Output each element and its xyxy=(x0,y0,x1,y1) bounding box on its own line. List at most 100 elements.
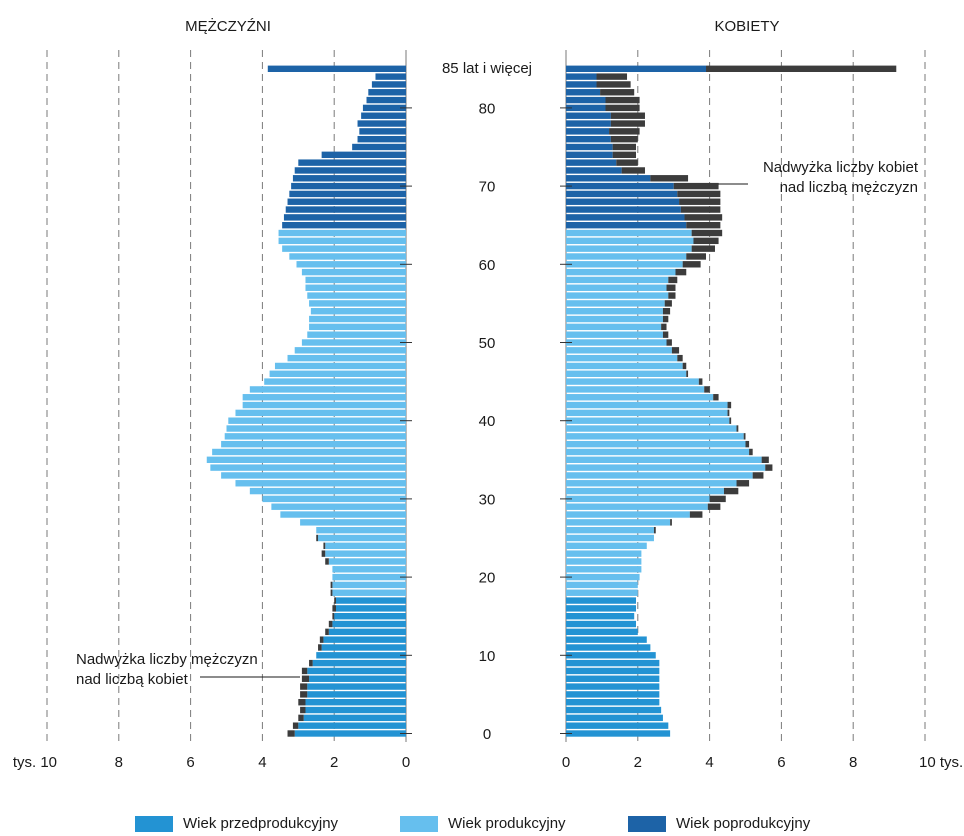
male-bar-age-7 xyxy=(309,675,406,682)
male-bar-age-69 xyxy=(289,190,406,198)
female-bar-age-6 xyxy=(566,683,660,690)
male-bar-age-15 xyxy=(334,613,406,620)
female-bar-age-82 xyxy=(566,89,601,96)
female-bar-age-57 xyxy=(566,284,667,291)
male-surplus-bar-age-18 xyxy=(330,589,333,596)
female-bar-age-35 xyxy=(566,456,762,463)
male-surplus-bar-age-13 xyxy=(325,628,329,636)
female-surplus-bar-age-37 xyxy=(745,440,750,448)
male-bar-age-65 xyxy=(282,222,406,229)
female-surplus-bar-age-72 xyxy=(621,167,645,174)
female-bar-age-39 xyxy=(566,425,737,432)
female-bar-age-23 xyxy=(566,550,642,557)
male-bar-age-71 xyxy=(292,175,406,182)
male-surplus-bar-age-17 xyxy=(334,597,336,604)
female-surplus-bar-age-28 xyxy=(689,511,703,518)
female-bar-age-84 xyxy=(566,73,597,80)
legend-label-postproductive: Wiek poprodukcyjny xyxy=(676,815,811,832)
female-surplus-bar-age-43 xyxy=(713,394,719,401)
female-bar-age-14 xyxy=(566,620,637,628)
female-bar-age-47 xyxy=(566,362,683,370)
male-bar-age-80 xyxy=(362,104,406,112)
male-bar-age-47 xyxy=(274,362,406,370)
female-bar-age-77 xyxy=(566,128,610,135)
male-bar-age-68 xyxy=(287,198,406,205)
male-bar-age-55 xyxy=(309,300,406,307)
male-bar-age-6 xyxy=(307,683,406,690)
x-tick-right-1: 2 xyxy=(634,754,642,771)
female-surplus-bar-age-32 xyxy=(736,480,750,487)
female-bar-age-49 xyxy=(566,347,672,354)
female-bar-age-53 xyxy=(566,315,663,323)
male-surplus-bar-age-25 xyxy=(316,534,319,542)
male-surplus-bar-age-24 xyxy=(323,542,326,550)
male-bar-age-9 xyxy=(312,659,406,667)
age-tick-label-70: 70 xyxy=(479,179,496,196)
female-bar-age-73 xyxy=(566,159,617,166)
x-tick-right-3: 6 xyxy=(777,754,785,771)
male-bar-age-18 xyxy=(332,589,406,596)
male-bar-age-13 xyxy=(328,628,406,636)
female-surplus-bar-age-77 xyxy=(609,128,640,135)
male-bar-age-48 xyxy=(287,354,406,362)
male-surplus-bar-age-12 xyxy=(319,636,324,643)
male-bar-age-72 xyxy=(294,167,406,174)
female-bar-age-11 xyxy=(566,644,651,651)
female-bar-age-76 xyxy=(566,135,611,143)
female-surplus-bar-age-67 xyxy=(680,206,721,213)
male-bar-age-36 xyxy=(212,448,406,456)
male-bar-age-56 xyxy=(307,292,406,299)
male-bar-age-60 xyxy=(296,261,406,268)
male-bar-age-22 xyxy=(328,558,406,565)
male-bar-age-81 xyxy=(366,96,406,104)
female-bar-age-24 xyxy=(566,542,647,550)
male-bar-age-4 xyxy=(305,699,406,706)
annotation-leaders xyxy=(200,183,748,678)
male-bar-age-38 xyxy=(224,433,406,440)
female-bar-age-40 xyxy=(566,417,730,424)
female-bar-age-68 xyxy=(566,198,680,205)
x-axis-left-ticks: tys. 10 8 6 4 2 0 xyxy=(13,754,410,771)
female-surplus-bar-age-49 xyxy=(671,347,680,354)
female-surplus-bar-age-64 xyxy=(691,229,723,237)
female-surplus-bar-age-34 xyxy=(765,464,773,471)
female-surplus-bar-age-27 xyxy=(670,519,672,526)
age-tick-label-30: 30 xyxy=(479,491,496,508)
male-bar-age-82 xyxy=(368,89,406,96)
female-bar-age-29 xyxy=(566,503,708,510)
annotation-women-line2: nad liczbą mężczyzn xyxy=(780,179,918,196)
male-bar-age-53 xyxy=(309,315,406,323)
female-bar-age-45 xyxy=(566,378,699,385)
male-surplus-bar-age-3 xyxy=(300,706,306,714)
female-surplus-bar-age-53 xyxy=(662,315,669,323)
male-bar-age-75 xyxy=(352,143,406,151)
female-surplus-bar-age-40 xyxy=(729,417,732,424)
female-bar-age-83 xyxy=(566,81,597,88)
male-bar-age-16 xyxy=(335,605,406,612)
male-bar-age-37 xyxy=(221,440,406,448)
legend-label-productive: Wiek produkcyjny xyxy=(448,815,566,832)
male-bar-age-66 xyxy=(283,214,406,221)
male-bar-age-57 xyxy=(305,284,406,291)
female-bar-age-58 xyxy=(566,276,669,284)
x-tick-left-1: 8 xyxy=(115,754,123,771)
female-bar-age-78 xyxy=(566,120,611,127)
female-surplus-bar-age-52 xyxy=(661,323,667,331)
x-tick-right-2: 4 xyxy=(705,754,713,771)
female-bar-age-60 xyxy=(566,261,683,268)
male-surplus-bar-age-16 xyxy=(332,605,336,612)
female-bar-age-12 xyxy=(566,636,647,643)
female-bar-age-17 xyxy=(566,597,637,604)
male-surplus-bar-age-4 xyxy=(298,699,306,706)
female-bar-age-64 xyxy=(566,229,692,237)
male-bar-age-25 xyxy=(318,534,406,542)
male-bar-age-74 xyxy=(321,151,406,159)
male-bar-age-73 xyxy=(298,159,406,166)
female-bar-age-61 xyxy=(566,253,687,260)
female-surplus-bar-age-69 xyxy=(677,190,721,198)
x-tick-left-3: 4 xyxy=(258,754,266,771)
female-bar-age-31 xyxy=(566,487,724,495)
female-bar-age-5 xyxy=(566,691,660,698)
male-bar-age-8 xyxy=(307,667,406,675)
male-bar-age-61 xyxy=(289,253,406,260)
